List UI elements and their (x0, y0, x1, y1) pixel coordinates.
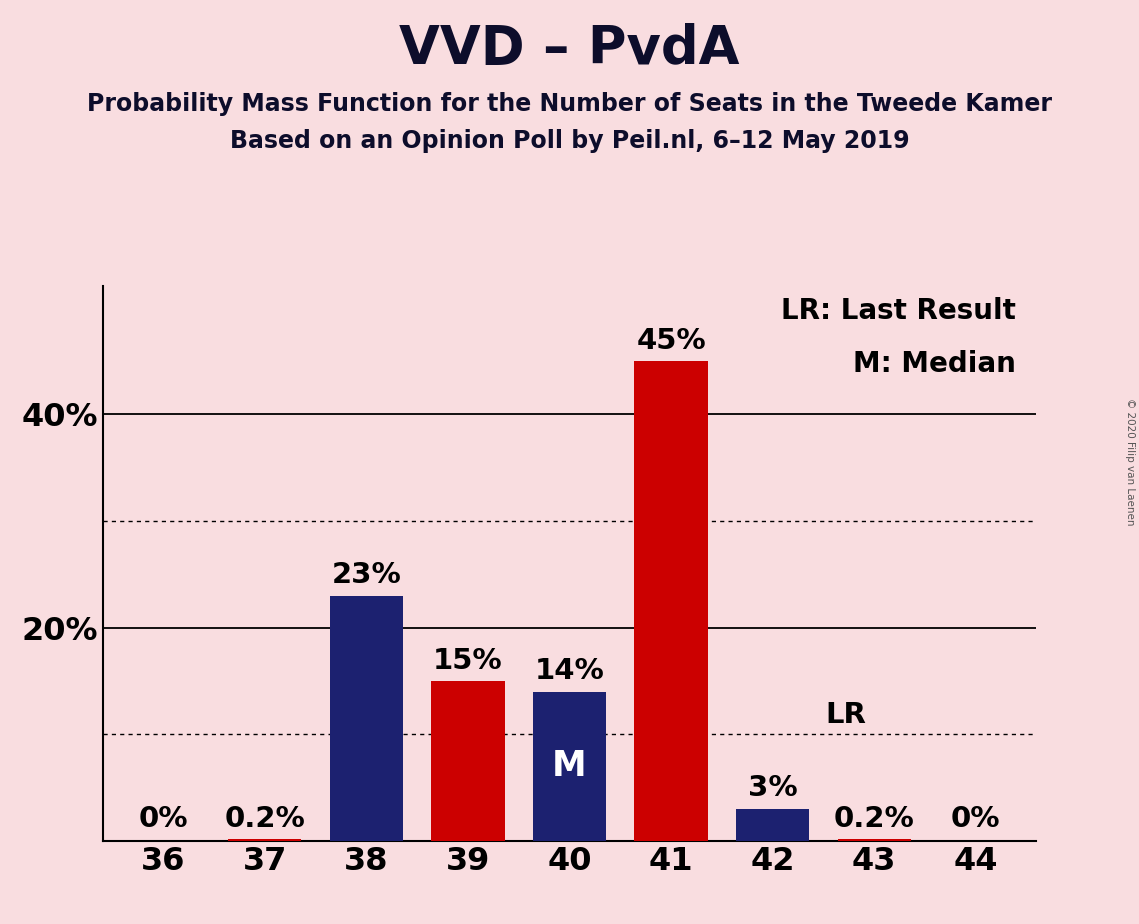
Bar (533, 691, 606, 841)
Text: LR: LR (826, 701, 866, 729)
Bar (330, 596, 403, 841)
Bar (229, 839, 302, 841)
Text: 0%: 0% (139, 806, 188, 833)
Text: 0%: 0% (951, 806, 1000, 833)
Bar (736, 808, 809, 841)
Text: 0.2%: 0.2% (834, 806, 915, 833)
Text: © 2020 Filip van Laenen: © 2020 Filip van Laenen (1125, 398, 1134, 526)
Text: 3%: 3% (747, 774, 797, 802)
Text: 15%: 15% (433, 647, 502, 675)
Bar (837, 839, 910, 841)
Text: 23%: 23% (331, 561, 401, 590)
Bar (634, 361, 707, 841)
Text: LR: Last Result: LR: Last Result (781, 298, 1016, 325)
Text: Probability Mass Function for the Number of Seats in the Tweede Kamer: Probability Mass Function for the Number… (87, 92, 1052, 116)
Text: 14%: 14% (534, 657, 605, 686)
Text: 0.2%: 0.2% (224, 806, 305, 833)
Text: VVD – PvdA: VVD – PvdA (400, 23, 739, 75)
Bar (432, 681, 505, 841)
Text: M: Median: M: Median (853, 350, 1016, 379)
Text: Based on an Opinion Poll by Peil.nl, 6–12 May 2019: Based on an Opinion Poll by Peil.nl, 6–1… (230, 129, 909, 153)
Text: M: M (552, 749, 587, 784)
Text: 45%: 45% (637, 327, 706, 355)
